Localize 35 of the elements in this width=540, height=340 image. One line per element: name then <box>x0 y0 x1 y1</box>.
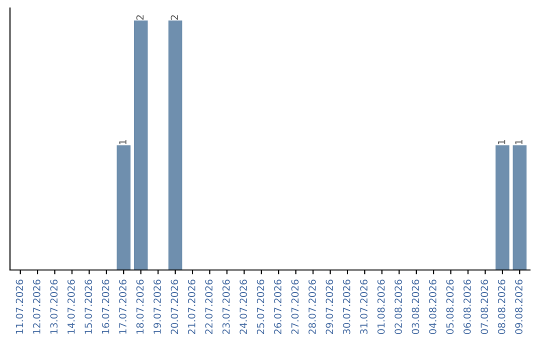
x-tick-label: 12.07.2026 <box>33 280 40 334</box>
x-tick-label: 09.08.2026 <box>515 280 522 334</box>
x-tick-label: 31.07.2026 <box>360 280 368 334</box>
data-label: 1 <box>498 140 506 144</box>
x-tick-label: 26.07.2026 <box>274 280 282 334</box>
x-tick-label: 15.07.2026 <box>84 280 92 334</box>
data-label: 2 <box>136 15 144 20</box>
data-label: 1 <box>119 140 126 144</box>
x-tick-label: 06.08.2026 <box>463 280 471 334</box>
x-tick-label: 27.07.2026 <box>291 280 299 334</box>
x-tick-label: 08.08.2026 <box>498 280 506 334</box>
x-tick-label: 18.07.2026 <box>136 280 144 334</box>
x-tick-label: 22.07.2026 <box>205 280 213 334</box>
x-tick-label: 07.08.2026 <box>480 280 488 334</box>
x-tick-label: 23.07.2026 <box>222 280 230 334</box>
x-tick-label: 24.07.2026 <box>240 280 247 334</box>
x-tick-label: 17.07.2026 <box>119 280 126 334</box>
data-label: 1 <box>515 140 522 144</box>
x-tick-label: 30.07.2026 <box>342 280 350 334</box>
x-tick-label: 05.08.2026 <box>446 280 454 334</box>
x-tick-label: 04.08.2026 <box>429 280 436 334</box>
x-tick-label: 16.07.2026 <box>102 280 110 334</box>
x-tick-label: 01.08.2026 <box>377 280 385 334</box>
x-tick-label: 02.08.2026 <box>394 280 402 334</box>
x-tick-label: 13.07.2026 <box>50 280 58 334</box>
x-tick-label: 20.07.2026 <box>170 280 178 334</box>
x-tick-label: 21.07.2026 <box>188 280 196 334</box>
x-tick-label: 29.07.2026 <box>326 280 334 334</box>
x-tick-label: 14.07.2026 <box>67 280 75 334</box>
x-tick-label: 28.07.2026 <box>308 280 316 334</box>
x-tick-label: 03.08.2026 <box>412 280 420 334</box>
x-tick-label: 25.07.2026 <box>256 280 264 334</box>
data-label: 2 <box>170 15 178 20</box>
x-tick-label: 11.07.2026 <box>16 280 24 334</box>
x-tick-label: 19.07.2026 <box>154 280 161 334</box>
